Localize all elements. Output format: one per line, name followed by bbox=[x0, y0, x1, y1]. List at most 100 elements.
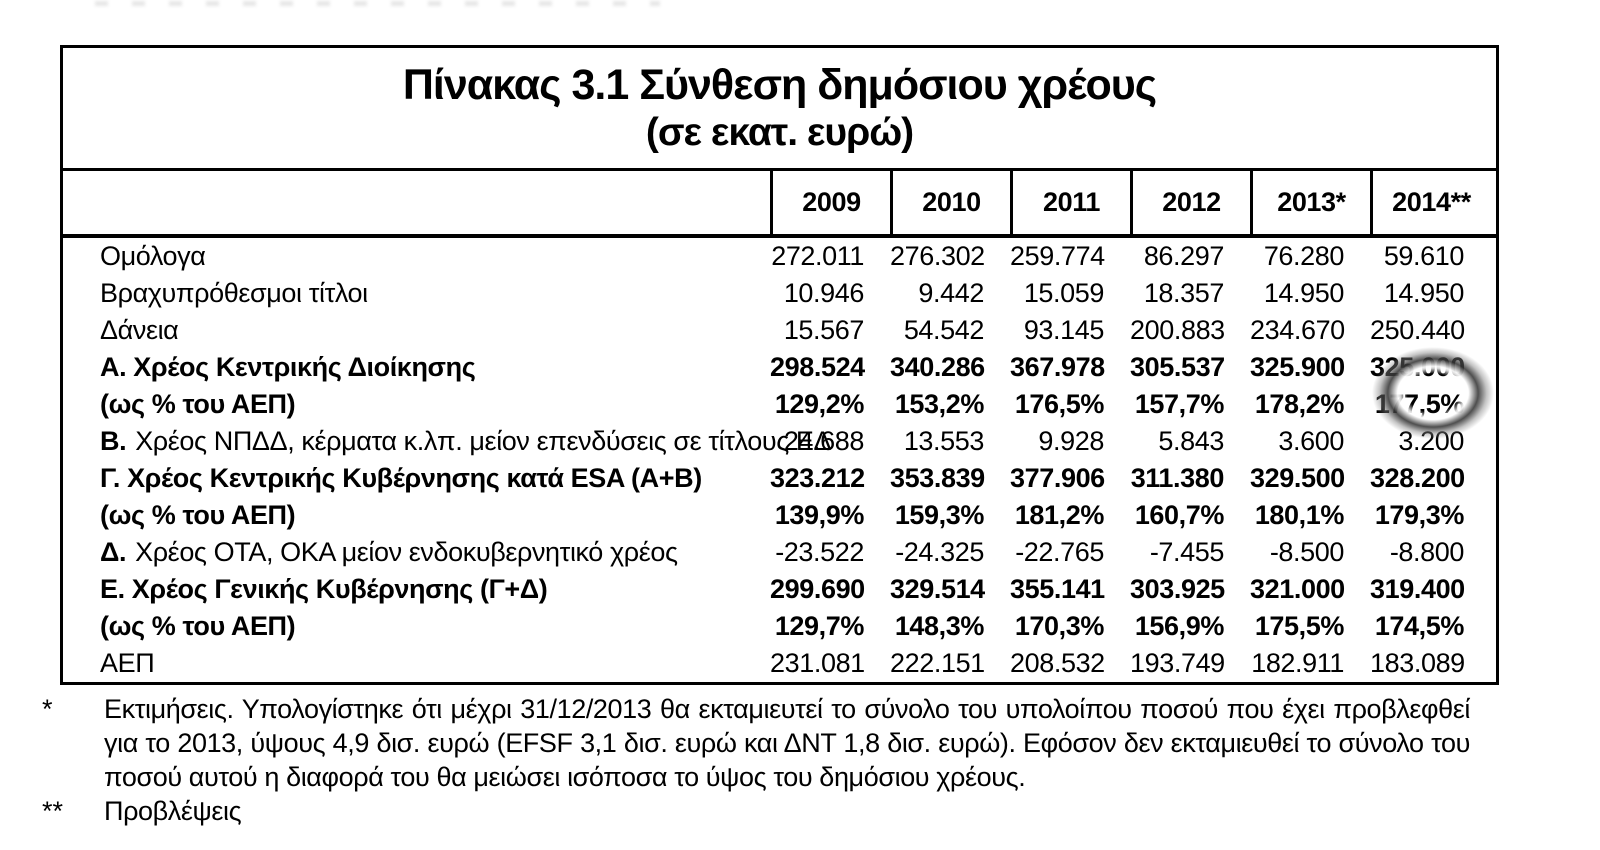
value-cell: 156,9% bbox=[1134, 611, 1225, 641]
page-top-cropped-text bbox=[95, 1, 660, 6]
row-label: ΑΕΠ bbox=[63, 645, 770, 682]
value-cell: 159,3% bbox=[894, 500, 985, 530]
value-cell: 340.286 bbox=[890, 352, 985, 382]
row-label-text: (ως % του ΑΕΠ) bbox=[100, 611, 296, 641]
value-cell: 175,5% bbox=[1254, 611, 1345, 641]
value-cell: 193.749 bbox=[1130, 648, 1225, 678]
value-cell: 5.843 bbox=[1158, 426, 1224, 456]
table-row: Α. Χρέος Κεντρικής Διοίκησης 298.524 340.2… bbox=[63, 349, 1496, 386]
row-label-text: Ε. Χρέος Γενικής Κυβέρνησης (Γ+Δ) bbox=[100, 574, 548, 604]
value-cell: 129,2% bbox=[774, 389, 865, 419]
value-cell: 76.280 bbox=[1263, 241, 1345, 271]
value-cell: 179,3% bbox=[1374, 500, 1465, 530]
column-header: 2010 bbox=[890, 171, 1010, 234]
value-cell: 325.900 bbox=[1250, 352, 1345, 382]
table-row: Ε. Χρέος Γενικής Κυβέρνησης (Γ+Δ) 299.690… bbox=[63, 571, 1496, 608]
table-row: Δάνεια 15.567 54.542 93.145 200.883 234.670 25… bbox=[63, 312, 1496, 349]
value-cell: 15.567 bbox=[783, 315, 865, 345]
value-cell: 323.212 bbox=[770, 463, 865, 493]
table-row: Βραχυπρόθεσμοι τίτλοι 10.946 9.442 15.059 18… bbox=[63, 275, 1496, 312]
value-cell: 160,7% bbox=[1134, 500, 1225, 530]
value-cell: 321.000 bbox=[1250, 574, 1345, 604]
footnote-row: ** Προβλέψεις bbox=[42, 794, 1470, 828]
table-row: Δ. Χρέος ΟΤΑ, ΟΚΑ μείον ενδοκυβερνητικό χ… bbox=[63, 534, 1496, 571]
value-cell: 377.906 bbox=[1010, 463, 1105, 493]
value-cell: 174,5% bbox=[1374, 611, 1465, 641]
table-row: Ομόλογα 272.011 276.302 259.774 86.297 76.280… bbox=[63, 238, 1496, 275]
row-label: Δάνεια bbox=[63, 312, 770, 349]
table-row: ΑΕΠ 231.081 222.151 208.532 193.749 182.911 18… bbox=[63, 645, 1496, 682]
value-cell: 272.011 bbox=[771, 241, 864, 271]
row-label: Δ. Χρέος ΟΤΑ, ΟΚΑ μείον ενδοκυβερνητικό χ… bbox=[63, 534, 770, 571]
value-cell: 180,1% bbox=[1254, 500, 1345, 530]
row-label-text: Χρέος ΟΤΑ, ΟΚΑ μείον ενδοκυβερνητικό χρέ… bbox=[135, 537, 678, 567]
row-label: Ε. Χρέος Γενικής Κυβέρνησης (Γ+Δ) bbox=[63, 571, 770, 608]
value-cell: 328.200 bbox=[1370, 463, 1465, 493]
value-cell: 59.610 bbox=[1383, 241, 1465, 271]
value-cell: 15.059 bbox=[1023, 278, 1105, 308]
value-cell: 208.532 bbox=[1010, 648, 1105, 678]
value-cell: 14.950 bbox=[1383, 278, 1465, 308]
value-cell: 250.440 bbox=[1370, 315, 1465, 345]
value-cell: 355.141 bbox=[1010, 574, 1105, 604]
value-cell: 153,2% bbox=[894, 389, 985, 419]
row-label-text: (ως % του ΑΕΠ) bbox=[100, 500, 296, 530]
value-cell: 3.200 bbox=[1398, 426, 1464, 456]
row-label: (ως % του ΑΕΠ) bbox=[63, 608, 770, 645]
value-cell: 367.978 bbox=[1010, 352, 1105, 382]
table-row: Γ. Χρέος Κεντρικής Κυβέρνησης κατά ESA (… bbox=[63, 460, 1496, 497]
value-cell: 234.670 bbox=[1250, 315, 1345, 345]
value-cell: 157,7% bbox=[1134, 389, 1225, 419]
value-cell: 319.400 bbox=[1370, 574, 1465, 604]
value-cell: -8.800 bbox=[1389, 537, 1465, 567]
value-cell: 178,2% bbox=[1254, 389, 1345, 419]
value-cell: 13.553 bbox=[903, 426, 985, 456]
table-title: Πίνακας 3.1 Σύνθεση δημόσιου χρέους bbox=[402, 61, 1157, 109]
value-cell: 177,5% bbox=[1374, 389, 1465, 419]
value-cell: 9.928 bbox=[1038, 426, 1104, 456]
footnote-marker: ** bbox=[42, 796, 64, 826]
value-cell: 329.500 bbox=[1250, 463, 1345, 493]
value-cell: 231.081 bbox=[770, 648, 865, 678]
value-cell: 93.145 bbox=[1023, 315, 1105, 345]
footnote-text: Προβλέψεις bbox=[104, 796, 242, 826]
column-header: 2014** bbox=[1370, 171, 1490, 234]
value-cell: 18.357 bbox=[1143, 278, 1225, 308]
table-subtitle: (σε εκατ. ευρώ) bbox=[645, 111, 914, 154]
value-cell: -8.500 bbox=[1269, 537, 1345, 567]
row-label: (ως % του ΑΕΠ) bbox=[63, 497, 770, 534]
header-year-cells: 2009 2010 2011 2012 2013* 2014** bbox=[770, 171, 1490, 234]
value-cell: 329.514 bbox=[890, 574, 985, 604]
row-label: Ομόλογα bbox=[63, 238, 770, 275]
table-row: (ως % του ΑΕΠ) 129,7% 148,3% 170,3% 156,9% 17… bbox=[63, 608, 1496, 645]
footnote-row: * Εκτιμήσεις. Υπολογίστηκε ότι μέχρι 31/1… bbox=[42, 692, 1470, 794]
value-cell: -7.455 bbox=[1149, 537, 1225, 567]
row-label-text: Δάνεια bbox=[100, 315, 179, 345]
table-row: Β. Χρέος ΝΠΔΔ, κέρματα κ.λπ. μείον επενδύ… bbox=[63, 423, 1496, 460]
value-cell: 181,2% bbox=[1014, 500, 1105, 530]
value-cell: 276.302 bbox=[890, 241, 985, 271]
value-cell: 325.000 bbox=[1370, 352, 1465, 382]
row-label-text: ΑΕΠ bbox=[100, 648, 155, 678]
row-label: (ως % του ΑΕΠ) bbox=[63, 386, 770, 423]
column-header: 2009 bbox=[770, 171, 890, 234]
value-cell: 14.950 bbox=[1263, 278, 1345, 308]
value-cell: 222.151 bbox=[890, 648, 985, 678]
value-cell: 303.925 bbox=[1130, 574, 1225, 604]
row-label-prefix: Β. bbox=[100, 426, 127, 456]
row-label: Α. Χρέος Κεντρικής Διοίκησης bbox=[63, 349, 770, 386]
column-header: 2011 bbox=[1010, 171, 1130, 234]
row-label: Β. Χρέος ΝΠΔΔ, κέρματα κ.λπ. μείον επενδύ… bbox=[63, 423, 832, 460]
public-debt-table: Πίνακας 3.1 Σύνθεση δημόσιου χρέους (σε … bbox=[60, 45, 1499, 685]
value-cell: -24.325 bbox=[895, 537, 984, 567]
value-cell: -22.765 bbox=[1015, 537, 1104, 567]
row-label: Γ. Χρέος Κεντρικής Κυβέρνησης κατά ESA (… bbox=[63, 460, 770, 497]
row-label-text: Α. Χρέος Κεντρικής Διοίκησης bbox=[100, 352, 476, 382]
value-cell: -23.522 bbox=[775, 537, 864, 567]
row-label-text: Γ. Χρέος Κεντρικής Κυβέρνησης κατά ESA (… bbox=[100, 463, 702, 493]
value-cell: 183.089 bbox=[1370, 648, 1465, 678]
value-cell: 259.774 bbox=[1010, 241, 1105, 271]
value-cell: 170,3% bbox=[1014, 611, 1105, 641]
row-label-prefix: Δ. bbox=[100, 537, 127, 567]
